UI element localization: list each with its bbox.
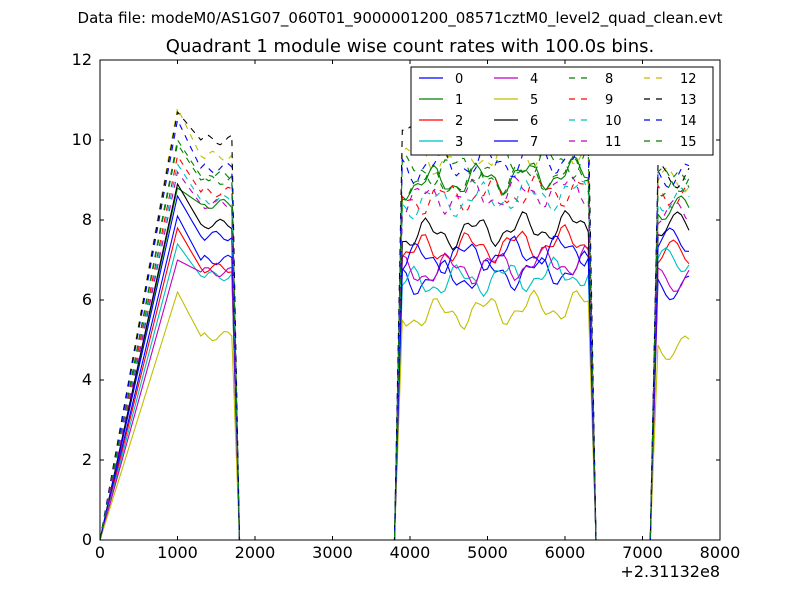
y-tick-label: 10 [72, 130, 92, 149]
x-tick-label: 3000 [312, 543, 353, 562]
x-tick-label: 6000 [545, 543, 586, 562]
legend-label: 3 [455, 135, 463, 150]
x-tick-label: 8000 [700, 543, 741, 562]
legend-label: 10 [605, 114, 622, 129]
y-tick-label: 2 [82, 450, 92, 469]
series-line-13 [100, 110, 690, 540]
series-line-0 [100, 214, 690, 540]
legend-label: 12 [680, 72, 697, 87]
series-layer [100, 106, 690, 540]
series-line-3 [100, 242, 690, 540]
legend-box [410, 66, 714, 156]
legend-label: 8 [605, 72, 613, 87]
x-tick-label: 5000 [467, 543, 508, 562]
legend-label: 9 [605, 93, 613, 108]
legend-label: 4 [530, 72, 538, 87]
legend-label: 13 [680, 93, 697, 108]
legend-label: 0 [455, 72, 463, 87]
y-tick-label: 6 [82, 290, 92, 309]
legend-label: 11 [605, 135, 622, 150]
y-tick-label: 0 [82, 530, 92, 549]
x-tick-label: 4000 [390, 543, 431, 562]
y-tick-label: 12 [72, 50, 92, 69]
series-line-11 [100, 170, 690, 540]
legend-label: 5 [530, 93, 538, 108]
series-line-14 [100, 118, 690, 540]
series-line-15 [100, 138, 690, 540]
series-line-6 [100, 182, 690, 540]
legend-label: 6 [530, 114, 538, 129]
legend-label: 1 [455, 93, 463, 108]
x-tick-label: 1000 [157, 543, 198, 562]
chart-title: Quadrant 1 module wise count rates with … [165, 36, 655, 57]
series-line-12 [100, 106, 690, 540]
series-line-8 [100, 142, 690, 540]
y-tick-label: 4 [82, 370, 92, 389]
series-line-7 [100, 194, 690, 540]
y-tick-label: 8 [82, 210, 92, 229]
legend-label: 15 [680, 135, 697, 150]
series-line-9 [100, 154, 690, 540]
x-tick-label: 7000 [622, 543, 663, 562]
legend-label: 7 [530, 135, 538, 150]
series-line-4 [100, 245, 690, 540]
series-line-2 [100, 223, 690, 540]
legend-label: 14 [680, 114, 697, 129]
series-line-1 [100, 155, 690, 540]
x-tick-label: 2000 [235, 543, 276, 562]
series-line-10 [100, 162, 690, 540]
x-axis-offset-label: +2.31132e8 [620, 562, 720, 581]
x-tick-label: 0 [95, 543, 105, 562]
data-file-suptitle: Data file: modeM0/AS1G07_060T01_90000012… [77, 9, 723, 27]
series-line-5 [100, 289, 690, 540]
legend-label: 2 [455, 114, 463, 129]
ticks-layer: 0 1000 2000 3000 4000 5000 6000 7000 80000246810… [72, 50, 741, 562]
